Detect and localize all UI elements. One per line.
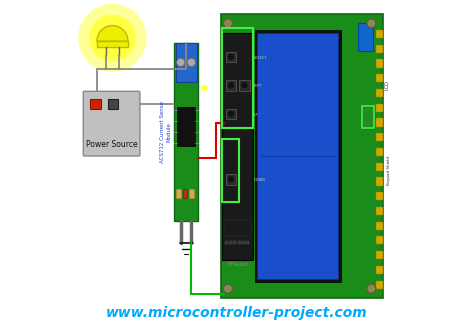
Bar <box>222 33 253 260</box>
Circle shape <box>223 19 232 28</box>
Bar <box>226 52 236 62</box>
Bar <box>375 222 383 230</box>
Bar <box>375 177 383 186</box>
FancyBboxPatch shape <box>83 91 140 156</box>
Bar <box>175 43 197 82</box>
Bar <box>226 174 236 185</box>
Bar <box>375 89 383 97</box>
Circle shape <box>223 284 232 293</box>
Bar <box>375 192 383 200</box>
Bar <box>175 189 181 198</box>
Bar <box>222 139 239 202</box>
Bar <box>375 251 383 259</box>
Bar <box>222 28 253 127</box>
Bar <box>375 30 383 38</box>
Bar <box>233 241 237 244</box>
Bar <box>362 106 374 127</box>
Bar <box>224 220 252 236</box>
Bar <box>375 207 383 215</box>
Text: UP: UP <box>254 113 258 117</box>
Text: ACS712 Current Sense
Module: ACS712 Current Sense Module <box>160 101 172 163</box>
Bar <box>375 74 383 82</box>
Bar <box>358 23 373 51</box>
Text: Keypad Shield: Keypad Shield <box>387 156 391 185</box>
Circle shape <box>227 53 235 60</box>
Bar <box>189 189 194 198</box>
Bar <box>375 236 383 244</box>
Text: SELECT: SELECT <box>254 56 267 60</box>
Bar <box>375 163 383 171</box>
Wedge shape <box>97 26 128 41</box>
Circle shape <box>227 82 235 89</box>
Bar <box>174 43 198 221</box>
Bar <box>226 80 236 91</box>
Bar <box>375 104 383 112</box>
Bar <box>225 241 228 244</box>
Bar <box>221 14 383 298</box>
Bar <box>239 80 250 91</box>
Text: DOWN: DOWN <box>254 178 265 182</box>
Circle shape <box>89 15 136 61</box>
Bar <box>375 45 383 53</box>
Bar <box>362 106 374 127</box>
Bar <box>246 241 249 244</box>
Bar <box>183 189 187 198</box>
Text: Power Source: Power Source <box>86 140 137 149</box>
Bar <box>375 133 383 141</box>
Bar <box>91 99 101 109</box>
Bar <box>108 99 118 109</box>
Circle shape <box>227 110 235 117</box>
Circle shape <box>201 85 208 91</box>
Bar <box>177 107 195 146</box>
Text: www.microcontroller-project.com: www.microcontroller-project.com <box>106 306 368 320</box>
Circle shape <box>367 19 376 28</box>
Bar <box>97 41 128 46</box>
Bar <box>229 241 232 244</box>
Text: DFRobot: DFRobot <box>228 262 248 267</box>
Bar <box>255 30 341 282</box>
Text: LEFT: LEFT <box>254 84 262 88</box>
Circle shape <box>176 58 185 67</box>
Bar <box>226 109 236 119</box>
Text: LCD: LCD <box>384 80 389 90</box>
Bar <box>242 241 245 244</box>
Bar <box>257 33 338 279</box>
Circle shape <box>78 4 146 72</box>
Bar <box>375 280 383 289</box>
Bar <box>375 118 383 126</box>
Circle shape <box>187 58 196 67</box>
Bar <box>375 59 383 68</box>
Circle shape <box>367 284 376 293</box>
Bar <box>375 266 383 274</box>
Bar <box>375 148 383 156</box>
Circle shape <box>241 82 248 89</box>
Circle shape <box>227 176 235 183</box>
Bar <box>237 241 241 244</box>
